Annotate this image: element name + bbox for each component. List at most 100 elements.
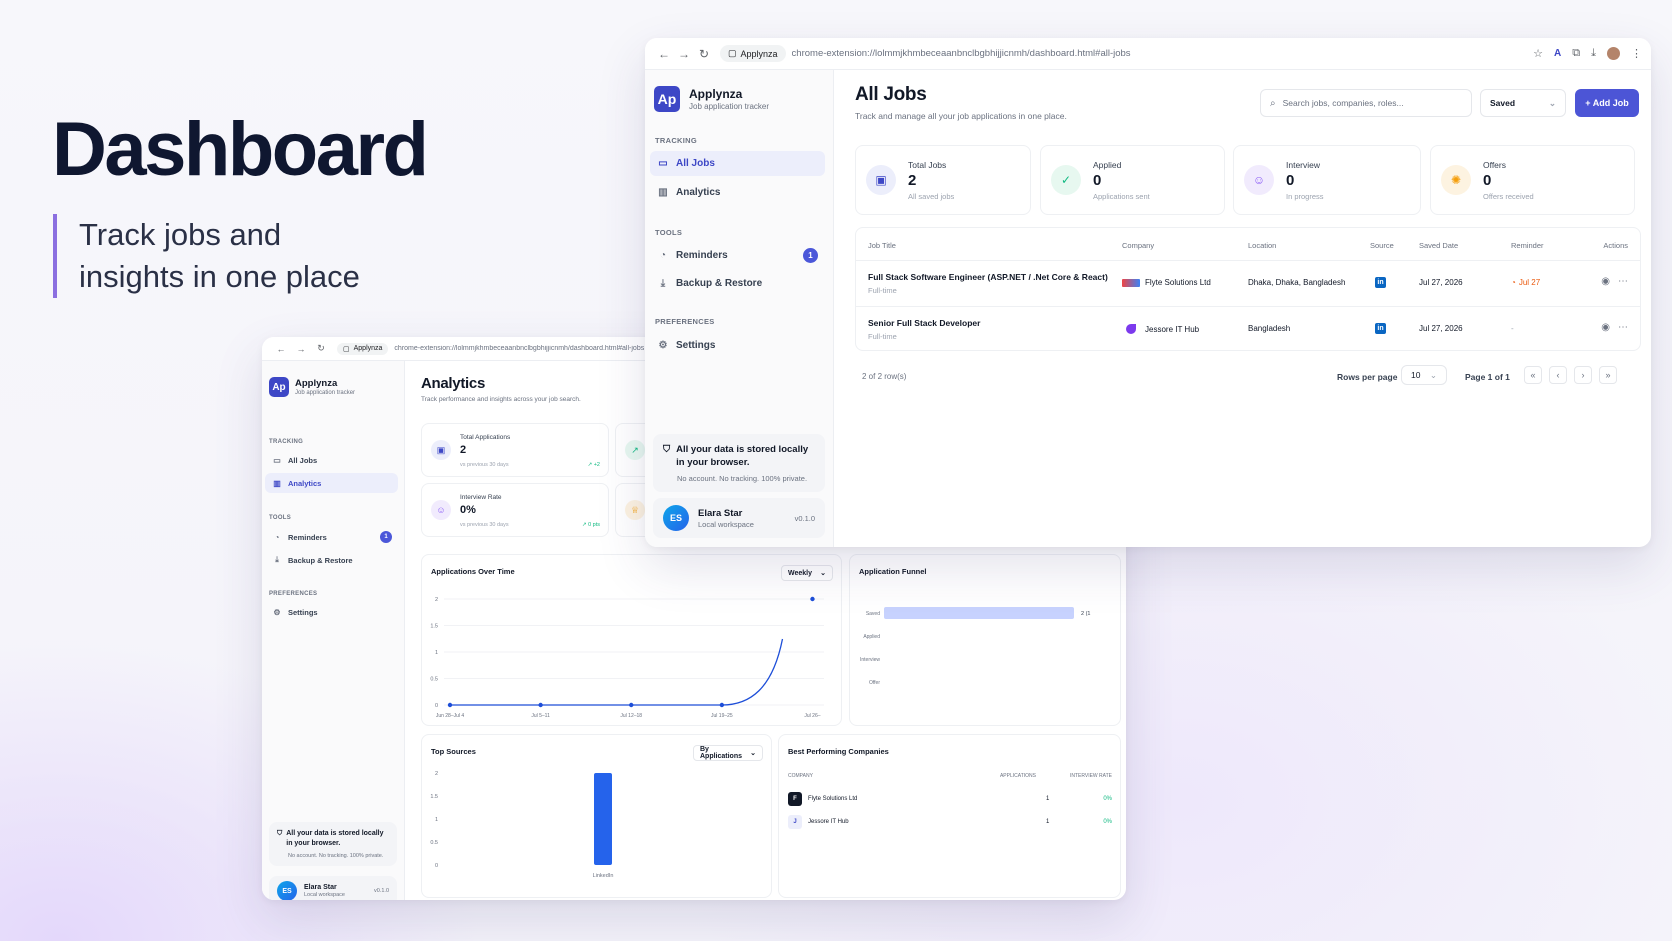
table-row[interactable]: Full Stack Software Engineer (ASP.NET / … [856,260,1640,306]
profile-icon[interactable] [1607,47,1620,60]
page-title: All Jobs [855,84,927,105]
table-row[interactable]: Senior Full Stack Developer Full-time Jes… [856,306,1640,350]
search-input[interactable]: ⌕ Search jobs, companies, roles... [1260,89,1472,117]
x-tick-label: Jun 28–Jul 4 [436,713,465,719]
add-job-button[interactable]: + Add Job [1575,89,1639,117]
y-tick-label: 1 [435,650,438,656]
job-title[interactable]: Senior Full Stack Developer [868,318,981,328]
sidebar-item-label: Analytics [676,187,721,198]
job-type: Full-time [868,286,897,295]
col-reminder[interactable]: Reminder [1511,241,1544,250]
site-chip[interactable]: ▢ Applynza [337,342,389,355]
saved-date: Jul 27, 2026 [1419,278,1463,287]
search-icon: ⌕ [1270,97,1276,109]
privacy-note-title: ⛉ All your data is stored locally in your… [277,829,389,849]
bell-icon: ◔ [659,250,667,261]
col-company: COMPANY [788,773,813,779]
sidebar-item-analytics[interactable]: ▥ Analytics [265,473,398,493]
reload-icon[interactable]: ↻ [317,343,325,353]
last-page-button[interactable]: » [1599,366,1617,384]
brand: Ap Applynza Job application tracker [654,86,769,112]
stat-label: Applied [1093,159,1122,170]
status-filter-select[interactable]: Saved ⌄ [1480,89,1566,117]
col-company[interactable]: Company [1122,241,1155,250]
section-tracking: TRACKING [655,136,697,145]
site-chip[interactable]: ▢ Applynza [720,45,786,62]
sidebar-item-backup[interactable]: ⤓ Backup & Restore [265,550,398,570]
check-circle-icon: ✓ [1051,165,1081,195]
sidebar-item-label: Settings [676,340,716,351]
kpi-label: Interview Rate [460,494,502,501]
address-bar[interactable]: chrome-extension://lolmmjkhmbeceaanbnclb… [791,48,1131,59]
col-source[interactable]: Source [1370,241,1394,250]
x-tick-label: Jul 5–11 [531,713,550,719]
job-title[interactable]: Full Stack Software Engineer (ASP.NET / … [868,272,1108,282]
kpi-label: Total Applications [460,434,511,441]
trend-icon: ↗ [625,440,645,460]
col-saved-date[interactable]: Saved Date [1419,241,1459,250]
next-page-button[interactable]: › [1574,366,1592,384]
user-card[interactable]: ES Elara Star Local workspace v0.1.0 [269,876,397,900]
hero-subtitle: Track jobs and insights in one place [53,214,473,298]
avatar: ES [663,505,689,531]
col-job-title[interactable]: Job Title [868,241,896,250]
users-icon: ☺ [431,500,451,520]
rows-per-page-value: 10 [1411,370,1421,380]
first-page-button[interactable]: « [1524,366,1542,384]
chart-top-sources: Top Sources By Applications ⌄ 0 0.5 1 1.5 2 Li… [421,734,772,898]
more-vertical-icon[interactable]: ⋮ [1631,48,1642,60]
stat-card-total-jobs: ▣ Total Jobs 2 All saved jobs [855,145,1031,215]
series-line [450,638,784,706]
section-tracking: TRACKING [269,439,304,445]
rows-per-page-select[interactable]: 10 ⌄ [1401,365,1447,385]
site-chip-label: Applynza [353,345,383,352]
user-card[interactable]: ES Elara Star Local workspace v0.1.0 [653,498,825,538]
address-bar[interactable]: chrome-extension://lolmmjkhmbeceaanbnclb… [394,345,645,352]
more-horizontal-icon[interactable]: ⋯ [1618,322,1628,333]
chevron-down-icon: ⌄ [750,750,756,757]
forward-arrow-icon[interactable]: → [678,46,690,61]
stat-card-offers: ✺ Offers 0 Offers received [1430,145,1635,215]
linkedin-icon[interactable]: in [1375,277,1386,288]
star-icon[interactable]: ☆ [1533,48,1544,60]
prev-page-button[interactable]: ‹ [1549,366,1567,384]
privacy-note: ⛉ All your data is stored locally in your… [269,822,397,866]
funnel-category-label: Offer [869,680,880,686]
kpi-sub: vs previous 30 days [460,462,509,468]
chart-title: Top Sources [431,747,476,756]
eye-icon[interactable]: ◉ [1601,322,1610,333]
back-arrow-icon[interactable]: ← [276,343,286,354]
company-interview-rate: 0% [1103,819,1112,825]
linkedin-icon[interactable]: in [1375,323,1386,334]
sidebar-item-settings[interactable]: ⚙ Settings [265,602,398,622]
sidebar-item-all-jobs[interactable]: ▭ All Jobs [650,151,825,176]
metric-value: By Applications [700,746,743,760]
reminders-count-badge: 1 [803,248,818,263]
sidebar-item-analytics[interactable]: ▥ Analytics [650,180,825,205]
range-select[interactable]: Weekly ⌄ [781,565,833,581]
funnel-category-label: Applied [863,634,880,640]
sidebar-item-settings[interactable]: ⚙ Settings [650,333,825,358]
sidebar-item-reminders[interactable]: ◔ Reminders 1 [265,527,398,547]
company-row[interactable]: F Flyte Solutions Ltd 1 0% [788,791,1112,807]
company-row[interactable]: J Jessore IT Hub 1 0% [788,814,1112,830]
hero-title: Dashboard [52,107,429,192]
stat-value: 0 [1286,171,1295,189]
metric-select[interactable]: By Applications ⌄ [693,745,763,761]
sidebar-item-all-jobs[interactable]: ▭ All Jobs [265,450,398,470]
back-arrow-icon[interactable]: ← [658,46,670,61]
forward-arrow-icon[interactable]: → [296,343,306,354]
more-horizontal-icon[interactable]: ⋯ [1618,276,1628,287]
page-icon: ▢ [343,345,350,353]
y-tick-label: 0 [435,863,438,869]
sidebar-item-backup[interactable]: ⤓ Backup & Restore [650,271,825,296]
privacy-title-text: All your data is stored locally in your … [286,830,384,847]
puzzle-icon[interactable]: ⧉ [1572,47,1581,59]
extension-logo-icon[interactable]: A [1554,48,1562,59]
download-icon[interactable]: ⤓ [1591,47,1596,59]
data-point [719,702,725,708]
eye-icon[interactable]: ◉ [1601,276,1610,287]
sidebar-item-reminders[interactable]: ◔ Reminders 1 [650,243,825,268]
col-location[interactable]: Location [1248,241,1277,250]
reload-icon[interactable]: ↻ [698,46,710,61]
